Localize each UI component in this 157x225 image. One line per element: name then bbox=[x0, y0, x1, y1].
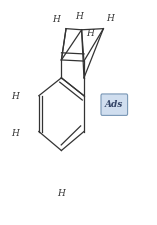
FancyBboxPatch shape bbox=[101, 94, 128, 115]
Text: H: H bbox=[86, 29, 94, 38]
Text: H: H bbox=[57, 189, 65, 198]
Text: H: H bbox=[12, 92, 19, 101]
Text: H: H bbox=[75, 12, 83, 21]
Text: H: H bbox=[52, 15, 60, 24]
Text: H: H bbox=[106, 14, 114, 23]
Text: H: H bbox=[12, 129, 19, 138]
Text: Ads: Ads bbox=[105, 100, 123, 109]
